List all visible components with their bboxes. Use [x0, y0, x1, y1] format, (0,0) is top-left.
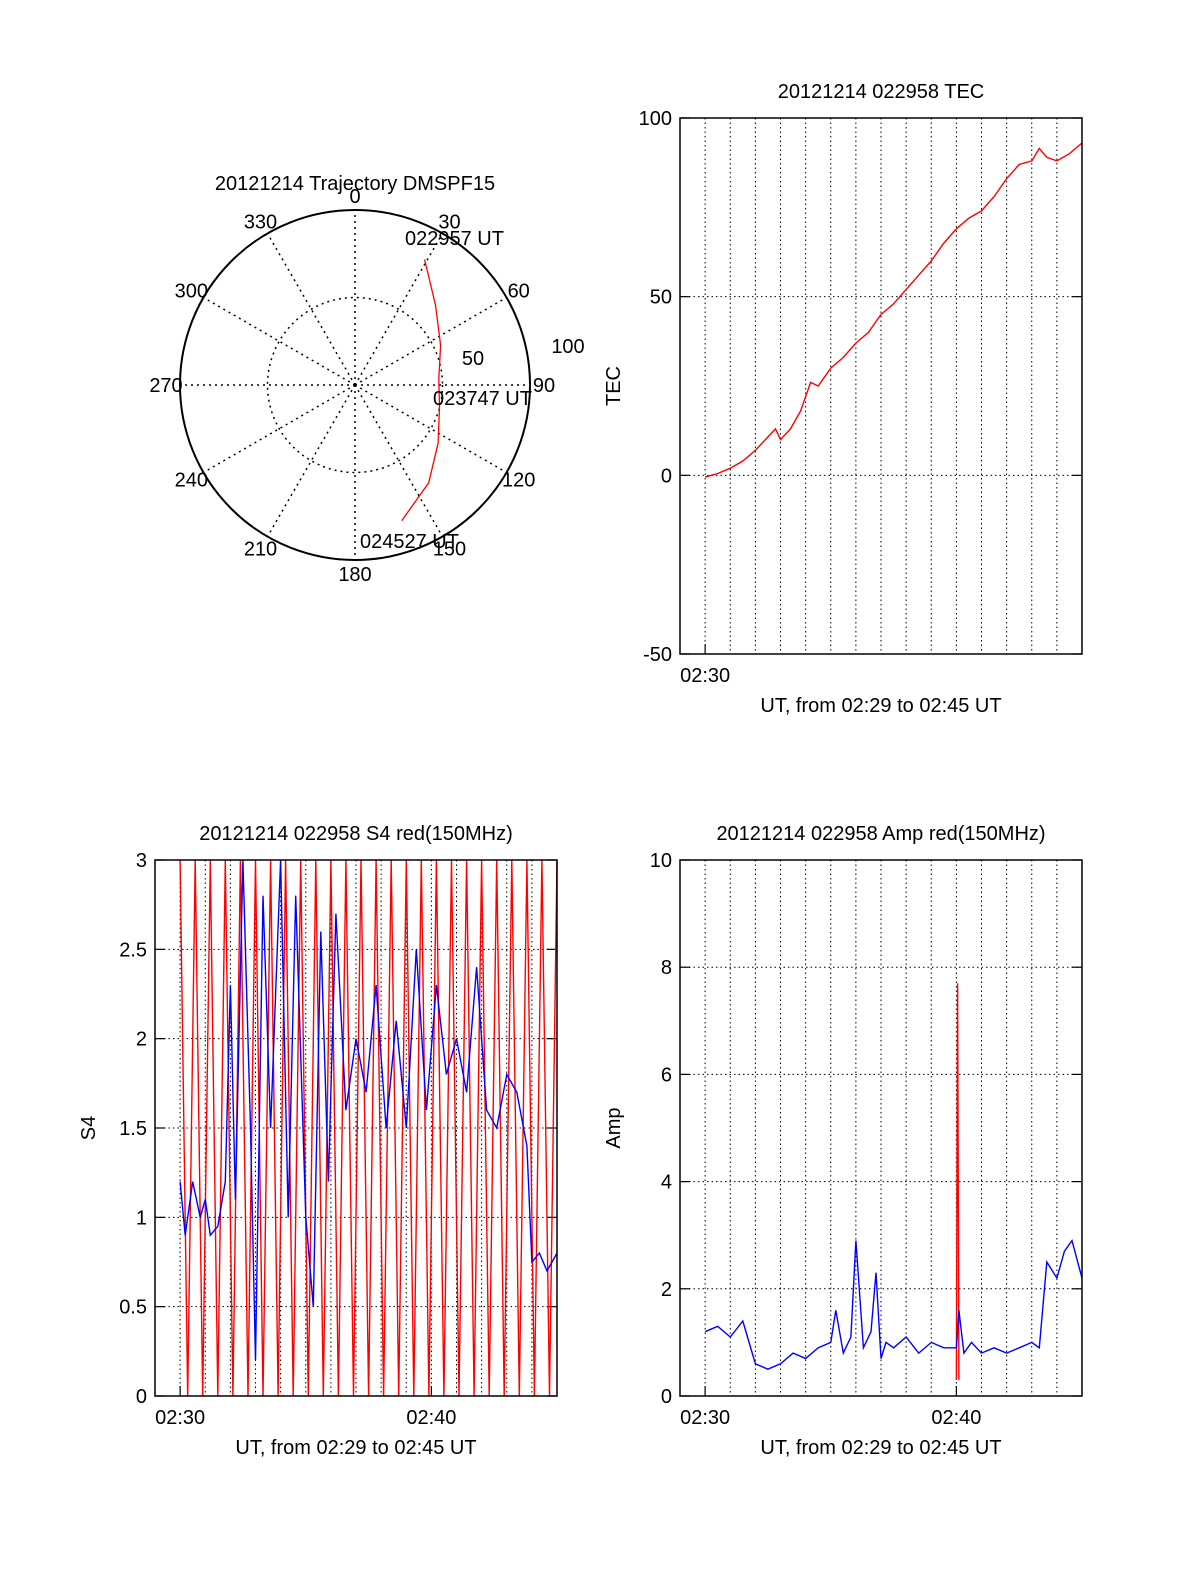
y-tick-label: 50 — [650, 287, 672, 309]
series-line-1 — [704, 1238, 1083, 1370]
polar-spoke — [354, 384, 444, 537]
panel-title: 20121214 022958 TEC — [778, 81, 984, 103]
y-tick-label: 0 — [661, 1386, 672, 1408]
x-axis-label: UT, from 02:29 to 02:45 UT — [235, 1437, 476, 1459]
series-line-1 — [179, 859, 558, 1361]
polar-trajectory — [401, 259, 442, 522]
polar-spoke — [266, 233, 356, 386]
polar-annotations: 022957 UT 023747 UT 024527 UT — [360, 228, 532, 553]
tec-panel: 20121214 022958 TEC -50 0 50 100 02:30 UT, fro… — [603, 81, 1083, 717]
y-tick-label: 1.5 — [119, 1118, 147, 1140]
y-tick-label: 1 — [136, 1207, 147, 1229]
polar-spoke — [266, 384, 356, 537]
y-tick-label: 10 — [650, 850, 672, 872]
x-axis-label: UT, from 02:29 to 02:45 UT — [760, 1437, 1001, 1459]
trajectory-polar-panel: 20121214 Trajectory DMSPF15 0 30 60 90 120 15… — [149, 173, 584, 586]
polar-azimuth-label: 240 — [175, 470, 208, 492]
plot-frame — [679, 859, 1083, 1397]
series-line-0 — [955, 983, 960, 1380]
polar-azimuth-label: 210 — [244, 539, 277, 561]
y-tick-label: 2 — [136, 1029, 147, 1051]
y-tick-label: 6 — [661, 1064, 672, 1086]
panel-title: 20121214 022958 S4 red(150MHz) — [199, 823, 513, 845]
polar-azimuth-label: 330 — [244, 211, 277, 233]
polar-spoke — [203, 384, 356, 474]
y-tick-label: 0.5 — [119, 1297, 147, 1319]
polar-azimuth-label: 150 — [433, 539, 466, 561]
s4-panel: 20121214 022958 S4 red(150MHz) 0 0.5 1 1.5 2 2… — [78, 823, 558, 1459]
polar-azimuth-label: 60 — [508, 281, 530, 303]
y-tick-label: 4 — [661, 1172, 672, 1194]
x-tick-label: 02:30 — [680, 1407, 730, 1429]
x-axis-label: UT, from 02:29 to 02:45 UT — [760, 695, 1001, 717]
y-tick-label: 0 — [661, 465, 672, 487]
y-tick-label: 100 — [639, 108, 672, 130]
trajectory-line — [401, 259, 442, 522]
x-tick-label: 02:40 — [406, 1407, 456, 1429]
polar-azimuth-label: 120 — [502, 470, 535, 492]
y-tick-label: -50 — [643, 644, 672, 666]
polar-labels: 0 30 60 90 120 150 180 210 240 270 300 330 50 100 — [149, 186, 584, 586]
y-tick-label: 0 — [136, 1386, 147, 1408]
plot-frame — [154, 859, 558, 1397]
polar-title: 20121214 Trajectory DMSPF15 — [215, 173, 495, 195]
polar-inner-circle — [266, 296, 444, 474]
series-line-0 — [704, 142, 1083, 478]
x-tick-label: 02:30 — [155, 1407, 205, 1429]
polar-radius-label: 50 — [462, 348, 484, 370]
polar-azimuth-label: 30 — [438, 211, 460, 233]
x-tick-label: 02:40 — [931, 1407, 981, 1429]
y-tick-label: 3 — [136, 850, 147, 872]
polar-azimuth-label: 0 — [349, 186, 360, 208]
y-tick-label: 2.5 — [119, 939, 147, 961]
polar-spoke — [354, 296, 507, 386]
polar-spoke — [354, 384, 507, 474]
amp-panel: 20121214 022958 Amp red(150MHz) 0 2 4 6 8 10 02… — [603, 823, 1083, 1459]
polar-azimuth-label: 300 — [175, 281, 208, 303]
y-axis-label: S4 — [78, 1116, 100, 1140]
polar-azimuth-label: 180 — [338, 564, 371, 586]
y-axis-label: Amp — [603, 1107, 625, 1148]
polar-radius-label: 100 — [551, 336, 584, 358]
trajectory-start-time: 022957 UT — [405, 228, 504, 250]
y-tick-label: 2 — [661, 1279, 672, 1301]
x-tick-label: 02:30 — [680, 665, 730, 687]
polar-azimuth-label: 270 — [149, 375, 182, 397]
panel-title: 20121214 022958 Amp red(150MHz) — [716, 823, 1045, 845]
polar-spoke — [354, 233, 444, 386]
polar-azimuth-label: 90 — [533, 375, 555, 397]
plot-frame — [679, 117, 1083, 655]
y-axis-label: TEC — [603, 366, 625, 406]
polar-spoke — [203, 296, 356, 386]
y-tick-label: 8 — [661, 957, 672, 979]
trajectory-end-time: 024527 UT — [360, 531, 459, 553]
trajectory-mid-time: 023747 UT — [433, 388, 532, 410]
polar-grid — [179, 209, 531, 561]
